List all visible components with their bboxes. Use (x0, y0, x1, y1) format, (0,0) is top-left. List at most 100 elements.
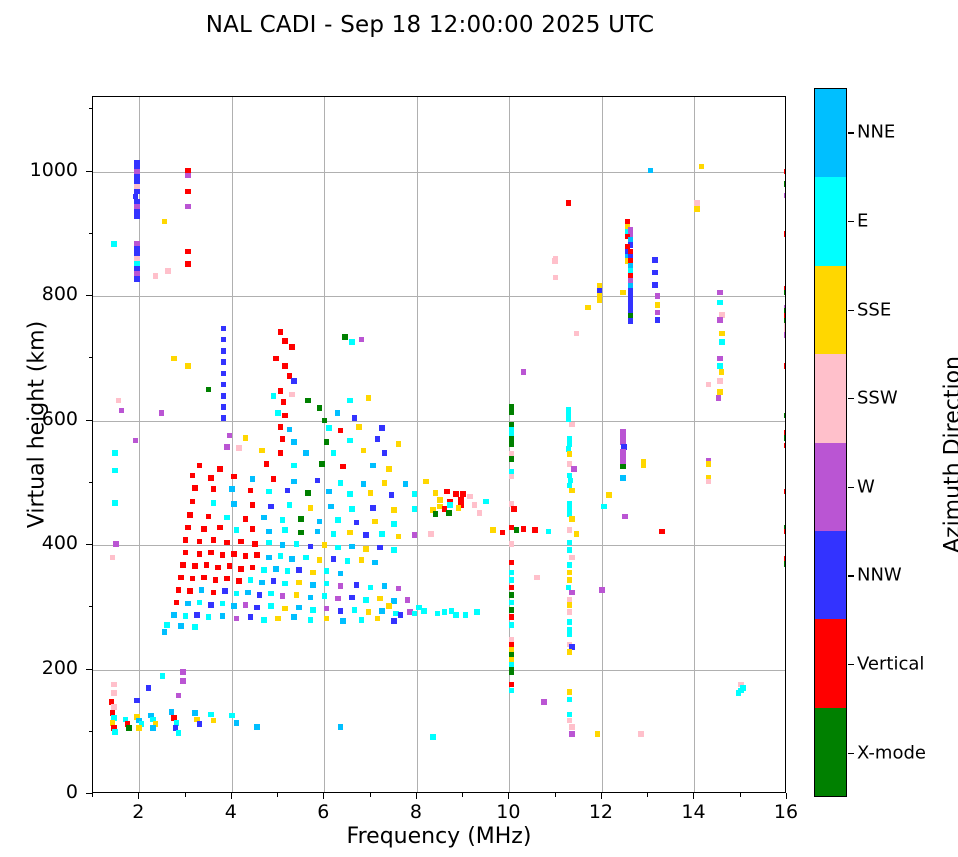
echo-point (508, 584, 515, 591)
echo-point (180, 677, 186, 684)
echo-point (321, 593, 328, 599)
echo-point (508, 636, 515, 643)
echo-point (342, 334, 348, 340)
echo-point (134, 159, 140, 166)
ionogram-plot-area (92, 96, 786, 793)
echo-point (263, 461, 270, 467)
echo-point (566, 711, 573, 718)
echo-point (379, 608, 385, 614)
echo-point (372, 518, 378, 525)
echo-point (205, 386, 212, 393)
echo-point (196, 538, 203, 545)
y-axis-label: Virtual height (km) (24, 320, 50, 529)
y-tick-label: 400 (41, 532, 78, 555)
echo-point (566, 506, 573, 512)
echo-point (272, 355, 279, 362)
echo-point (111, 725, 117, 731)
echo-point (566, 626, 573, 633)
echo-point (286, 426, 293, 433)
echo-point (379, 425, 385, 431)
echo-point (566, 511, 573, 517)
echo-point (447, 502, 453, 509)
echo-point (219, 552, 226, 558)
echo-point (115, 397, 122, 404)
echo-point (196, 721, 203, 728)
echo-point (270, 578, 277, 584)
echo-point (314, 477, 321, 484)
y-tick (86, 668, 92, 670)
echo-point (508, 641, 515, 648)
echo-point (109, 720, 116, 726)
echo-point (224, 514, 230, 521)
echo-point (224, 539, 230, 546)
echo-point (569, 516, 575, 522)
echo-point (158, 410, 165, 416)
echo-point (566, 602, 573, 608)
echo-point (381, 480, 388, 486)
echo-point (740, 685, 746, 691)
colorbar-segment-ssw (815, 354, 846, 443)
echo-point (508, 456, 515, 462)
echo-point (337, 570, 344, 577)
echo-point (180, 669, 186, 675)
echo-point (282, 580, 288, 587)
page-title: NAL CADI - Sep 18 12:00:00 2025 UTC (205, 12, 655, 38)
x-tick-minor (92, 793, 93, 797)
echo-point (266, 528, 272, 535)
x-tick (415, 793, 417, 799)
echo-point (326, 425, 332, 431)
echo-point (427, 531, 434, 537)
echo-point (134, 260, 140, 267)
echo-point (351, 606, 358, 613)
echo-point (569, 644, 575, 650)
echo-point (508, 421, 515, 428)
echo-point (566, 451, 573, 457)
echo-point (210, 537, 217, 543)
echo-point (270, 392, 277, 399)
x-tick (508, 793, 510, 799)
echo-point (717, 363, 723, 369)
echo-point (231, 473, 237, 480)
echo-point (233, 590, 240, 597)
echo-point (291, 377, 298, 384)
echo-point (619, 433, 626, 440)
gridline-vertical (139, 97, 141, 792)
y-tick (86, 793, 92, 794)
echo-point (175, 587, 182, 593)
x-tick (230, 793, 232, 799)
echo-point (268, 590, 274, 597)
echo-point (282, 338, 288, 344)
echo-point (627, 313, 634, 319)
gridline-horizontal (93, 296, 785, 298)
echo-point (289, 344, 295, 350)
echo-point (220, 392, 227, 399)
echo-point (284, 568, 291, 574)
echo-point (432, 511, 439, 517)
echo-point (377, 544, 383, 551)
echo-point (124, 721, 131, 728)
echo-point (161, 218, 168, 225)
echo-point (134, 208, 140, 215)
echo-point (508, 473, 515, 480)
x-tick-minor (739, 793, 741, 797)
echo-point (386, 466, 392, 472)
echo-point (249, 526, 256, 532)
echo-point (305, 489, 311, 496)
x-tick (600, 793, 602, 799)
echo-point (569, 731, 575, 738)
echo-point (566, 696, 573, 703)
echo-point (719, 312, 725, 318)
echo-point (508, 569, 515, 576)
echo-point (784, 304, 785, 311)
echo-point (624, 218, 631, 225)
echo-point (619, 463, 626, 470)
echo-point (624, 253, 631, 260)
echo-point (126, 725, 132, 731)
echo-point (508, 404, 515, 410)
echo-point (347, 397, 353, 404)
echo-point (330, 555, 337, 562)
echo-point (566, 472, 573, 479)
echo-point (217, 524, 223, 531)
echo-point (194, 716, 200, 723)
echo-point (784, 435, 785, 441)
